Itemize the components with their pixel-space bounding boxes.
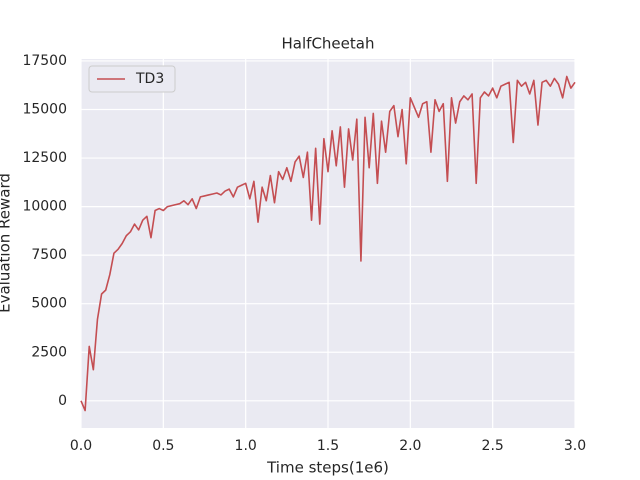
x-tick-label: 2.0 — [399, 438, 421, 454]
legend-box — [88, 65, 176, 93]
y-axis-label: Evaluation Reward — [0, 173, 14, 313]
y-tick-label: 12500 — [22, 150, 67, 166]
y-tick-label: 17500 — [22, 53, 67, 69]
chart-title: HalfCheetah — [282, 35, 375, 53]
x-tick-label: 1.0 — [235, 438, 257, 454]
x-tick-label: 1.5 — [317, 438, 339, 454]
x-tick-label: 3.0 — [564, 438, 586, 454]
y-tick-label: 10000 — [22, 199, 67, 215]
y-tick-label: 2500 — [31, 344, 67, 360]
y-tick-label: 0 — [58, 393, 67, 409]
y-tick-label: 15000 — [22, 101, 67, 117]
y-tick-label: 7500 — [31, 247, 67, 263]
x-tick-label: 0.5 — [152, 438, 174, 454]
x-tick-label: 2.5 — [482, 438, 504, 454]
legend: TD3 — [88, 65, 176, 93]
marks — [80, 75, 576, 412]
y-tick-label: 5000 — [31, 296, 67, 312]
data-line — [80, 75, 576, 412]
x-axis-label: Time steps(1e6) — [266, 459, 389, 477]
legend-label: TD3 — [135, 71, 164, 87]
x-tick-label: 0.0 — [70, 438, 92, 454]
grid — [80, 59, 576, 428]
